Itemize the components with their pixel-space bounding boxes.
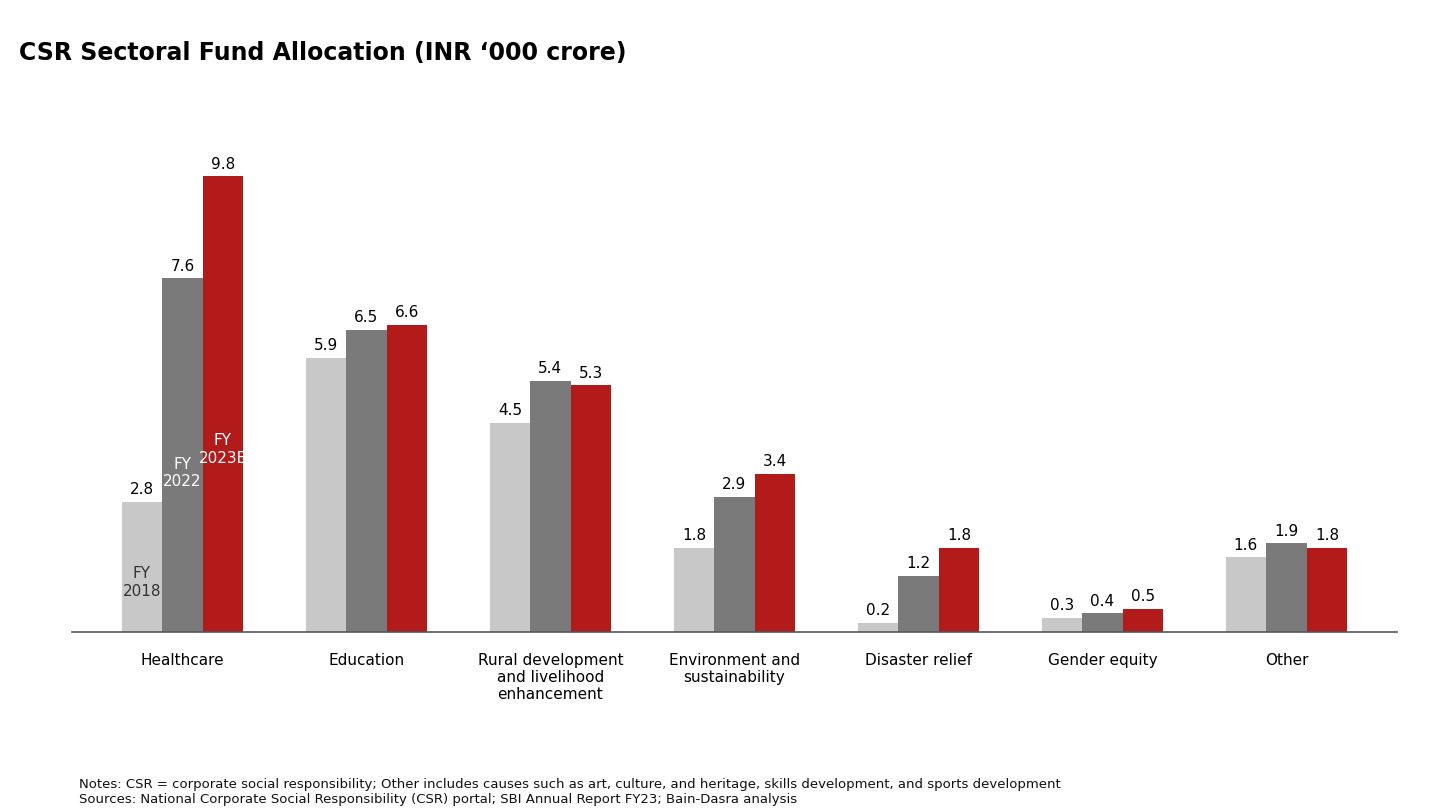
Bar (490, 423, 530, 632)
Text: 1.8: 1.8 (683, 528, 706, 544)
Bar (755, 474, 795, 632)
Bar (346, 330, 386, 632)
Bar (674, 548, 714, 632)
Bar (305, 357, 346, 632)
Bar (163, 279, 203, 632)
Text: 5.3: 5.3 (579, 366, 603, 381)
Text: 1.2: 1.2 (906, 556, 930, 571)
Bar (203, 177, 243, 632)
Bar (714, 497, 755, 632)
Text: 2.8: 2.8 (130, 482, 154, 497)
Text: FY
2018: FY 2018 (122, 566, 161, 599)
Text: 6.6: 6.6 (395, 305, 419, 320)
Text: 9.8: 9.8 (210, 156, 235, 172)
Bar (570, 386, 611, 632)
Text: CSR Sectoral Fund Allocation (INR ‘000 crore): CSR Sectoral Fund Allocation (INR ‘000 c… (19, 41, 626, 65)
Bar (939, 548, 979, 632)
Bar (1306, 548, 1348, 632)
Bar (858, 623, 899, 632)
Text: 5.4: 5.4 (539, 361, 563, 376)
Text: 5.9: 5.9 (314, 338, 338, 353)
Text: 0.4: 0.4 (1090, 594, 1115, 608)
Text: 2.9: 2.9 (723, 477, 746, 492)
Bar (530, 381, 570, 632)
Text: 0.5: 0.5 (1130, 589, 1155, 604)
Bar (1041, 618, 1083, 632)
Text: FY
2023E: FY 2023E (199, 433, 248, 466)
Bar (1266, 544, 1306, 632)
Bar (1123, 608, 1164, 632)
Text: 1.9: 1.9 (1274, 524, 1299, 539)
Text: 7.6: 7.6 (170, 259, 194, 274)
Text: 4.5: 4.5 (498, 403, 521, 418)
Bar (121, 501, 163, 632)
Text: 6.5: 6.5 (354, 310, 379, 325)
Text: 1.8: 1.8 (948, 528, 971, 544)
Bar (1083, 613, 1123, 632)
Bar (1225, 557, 1266, 632)
Text: 3.4: 3.4 (763, 454, 788, 469)
Text: 0.2: 0.2 (865, 603, 890, 618)
Bar (386, 325, 428, 632)
Bar (899, 576, 939, 632)
Text: 0.3: 0.3 (1050, 599, 1074, 613)
Text: Notes: CSR = corporate social responsibility; Other includes causes such as art,: Notes: CSR = corporate social responsibi… (79, 778, 1061, 806)
Text: 1.8: 1.8 (1315, 528, 1339, 544)
Text: FY
2022: FY 2022 (163, 457, 202, 489)
Text: 1.6: 1.6 (1234, 538, 1259, 552)
